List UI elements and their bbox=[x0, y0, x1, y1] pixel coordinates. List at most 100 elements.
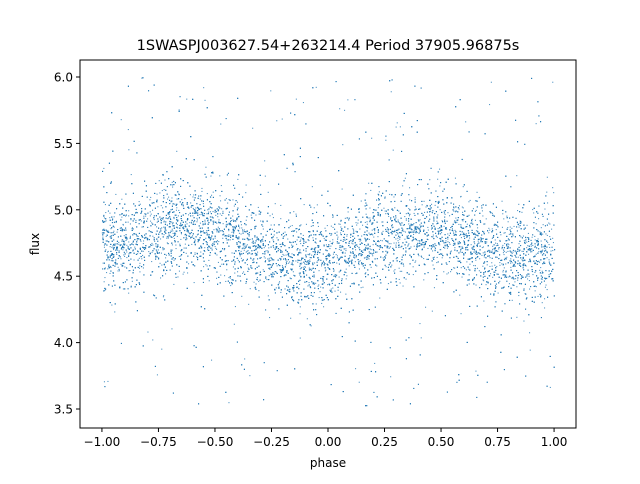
data-point bbox=[199, 222, 201, 224]
data-point bbox=[162, 249, 164, 251]
data-point bbox=[521, 250, 523, 252]
data-point bbox=[520, 236, 522, 238]
data-point bbox=[108, 264, 110, 266]
data-point bbox=[460, 267, 462, 269]
data-point bbox=[226, 269, 228, 271]
data-point bbox=[552, 250, 554, 252]
data-point bbox=[396, 122, 398, 124]
data-point bbox=[402, 285, 404, 287]
data-point bbox=[551, 228, 553, 230]
data-point bbox=[474, 265, 476, 267]
data-point bbox=[126, 251, 128, 253]
data-point bbox=[299, 337, 301, 339]
data-point bbox=[242, 229, 244, 231]
data-point bbox=[503, 218, 505, 220]
data-point bbox=[113, 226, 115, 228]
data-point bbox=[355, 256, 357, 258]
data-point bbox=[535, 286, 537, 288]
data-point bbox=[142, 267, 144, 269]
data-point bbox=[518, 203, 520, 205]
data-point bbox=[205, 166, 207, 168]
data-point bbox=[271, 213, 273, 215]
data-point bbox=[264, 253, 266, 255]
data-point bbox=[356, 244, 358, 246]
data-point bbox=[251, 242, 253, 244]
data-point bbox=[219, 195, 221, 197]
data-point bbox=[334, 290, 336, 292]
data-point bbox=[120, 119, 122, 121]
data-point bbox=[122, 288, 124, 290]
data-point bbox=[355, 273, 357, 275]
data-point bbox=[423, 200, 425, 202]
data-point bbox=[319, 240, 321, 242]
data-point bbox=[230, 234, 232, 236]
data-point bbox=[366, 223, 368, 225]
data-point bbox=[315, 303, 317, 305]
data-point bbox=[330, 225, 332, 227]
data-point bbox=[489, 265, 491, 267]
data-point bbox=[209, 211, 211, 213]
data-point bbox=[481, 205, 483, 207]
data-point bbox=[300, 263, 302, 265]
data-point bbox=[437, 178, 439, 180]
data-point bbox=[354, 254, 356, 256]
data-point bbox=[270, 260, 272, 262]
data-point bbox=[448, 234, 450, 236]
data-point bbox=[200, 232, 202, 234]
data-point bbox=[378, 212, 380, 214]
data-point bbox=[204, 219, 206, 221]
data-point bbox=[118, 250, 120, 252]
data-point bbox=[449, 243, 451, 245]
data-point bbox=[413, 233, 415, 235]
data-point bbox=[212, 191, 214, 193]
data-point bbox=[507, 243, 509, 245]
data-point bbox=[548, 222, 550, 224]
data-point bbox=[203, 266, 205, 268]
data-point bbox=[143, 222, 145, 224]
data-point bbox=[424, 217, 426, 219]
data-point bbox=[172, 184, 174, 186]
data-point bbox=[499, 239, 501, 241]
data-point bbox=[516, 286, 518, 288]
data-point bbox=[220, 274, 222, 276]
data-point bbox=[508, 233, 510, 235]
data-point bbox=[259, 257, 261, 259]
data-point bbox=[345, 250, 347, 252]
data-point bbox=[532, 244, 534, 246]
data-point bbox=[144, 213, 146, 215]
data-point bbox=[235, 225, 237, 227]
data-point bbox=[107, 380, 109, 382]
data-point bbox=[105, 235, 107, 237]
data-point bbox=[103, 244, 105, 246]
data-point bbox=[378, 241, 380, 243]
data-point bbox=[313, 283, 315, 285]
data-point bbox=[429, 214, 431, 216]
data-point bbox=[280, 270, 282, 272]
data-point bbox=[491, 212, 493, 214]
data-point bbox=[328, 254, 330, 256]
data-point bbox=[429, 179, 431, 181]
data-point bbox=[174, 214, 176, 216]
data-point bbox=[267, 258, 269, 260]
data-point bbox=[196, 217, 198, 219]
data-point bbox=[109, 246, 111, 248]
data-point bbox=[196, 221, 198, 223]
data-point bbox=[368, 258, 370, 260]
data-point bbox=[285, 254, 287, 256]
data-point bbox=[330, 234, 332, 236]
data-point bbox=[363, 257, 365, 259]
data-point bbox=[476, 267, 478, 269]
data-point bbox=[112, 245, 114, 247]
data-point bbox=[186, 238, 188, 240]
data-point bbox=[217, 226, 219, 228]
data-point bbox=[246, 264, 248, 266]
data-point bbox=[482, 215, 484, 217]
data-point bbox=[496, 256, 498, 258]
data-point bbox=[268, 263, 270, 265]
data-point bbox=[325, 244, 327, 246]
data-point bbox=[165, 273, 167, 275]
data-point bbox=[311, 254, 313, 256]
data-point bbox=[231, 252, 233, 254]
data-point bbox=[333, 270, 335, 272]
data-point bbox=[360, 287, 362, 289]
